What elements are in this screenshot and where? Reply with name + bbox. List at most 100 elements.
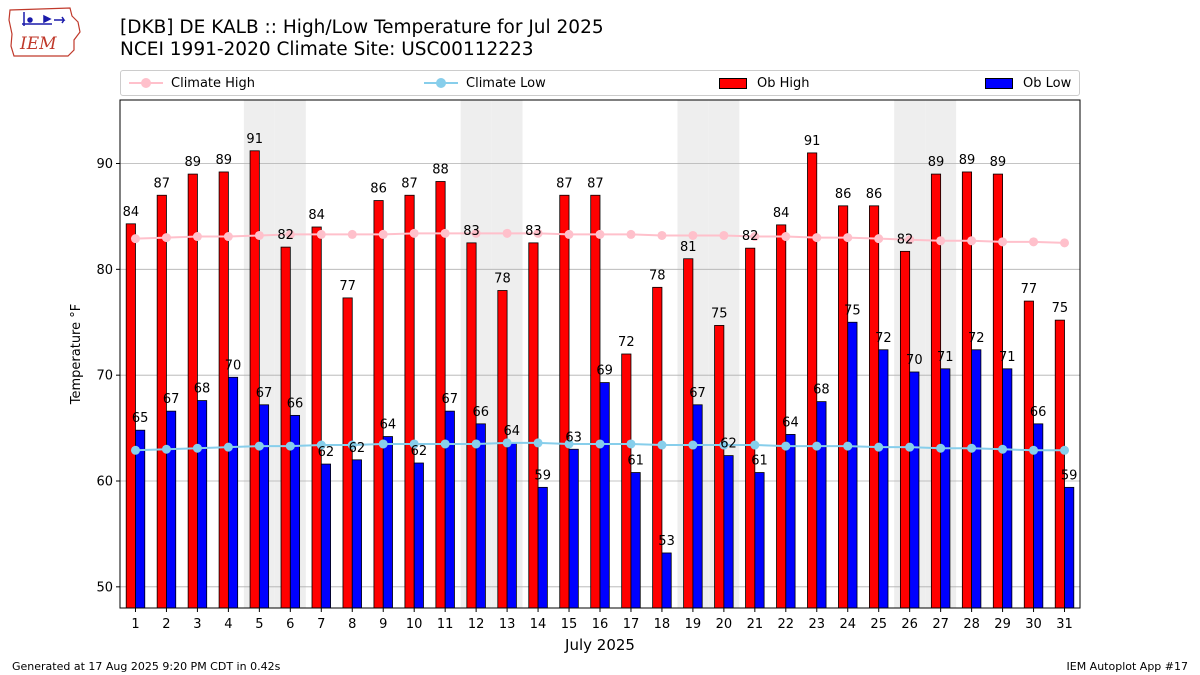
climate-low-point	[998, 444, 1008, 454]
y-tick-label: 60	[96, 475, 113, 490]
ob-low-label: 64	[782, 415, 799, 430]
ob-high-label: 87	[154, 176, 171, 191]
ob-high-label: 86	[835, 187, 852, 202]
climate-high-point	[812, 233, 822, 243]
climate-high-point	[564, 229, 574, 239]
climate-low-point	[1060, 445, 1070, 455]
x-tick-label: 4	[224, 617, 232, 632]
climate-low-point	[843, 441, 853, 451]
ob-low-bar	[785, 434, 796, 609]
climate-high-point	[1029, 237, 1039, 247]
climate-low-point	[688, 440, 698, 450]
legend-item-ob-low: Ob Low	[981, 71, 1071, 95]
ob-low-bar	[506, 442, 517, 609]
climate-low-point	[657, 440, 667, 450]
x-tick-label: 31	[1056, 617, 1073, 632]
y-tick-label: 70	[96, 369, 113, 384]
climate-high-point	[130, 234, 140, 244]
climate-low-point	[719, 440, 729, 450]
ob-high-bar	[466, 242, 477, 609]
climate-low-point	[967, 443, 977, 453]
climate-high-point	[843, 233, 853, 243]
ob-high-label: 87	[556, 176, 573, 191]
legend-item-climate-high: Climate High	[129, 71, 255, 95]
ob-low-label: 66	[287, 396, 304, 411]
ob-low-bar	[940, 368, 951, 609]
ob-low-bar	[227, 376, 239, 609]
climate-high-point	[254, 230, 264, 240]
ob-high-label: 89	[928, 155, 945, 170]
ob-low-label: 68	[194, 382, 211, 397]
ob-high-label: 83	[525, 224, 542, 239]
climate-low-point	[223, 442, 233, 452]
x-tick-label: 19	[685, 617, 702, 632]
climate-low-point	[285, 441, 295, 451]
climate-high-point	[657, 230, 667, 240]
climate-high-point	[626, 229, 636, 239]
ob-low-label: 72	[968, 331, 985, 346]
x-tick-label: 17	[623, 617, 640, 632]
ob-low-label: 67	[689, 386, 706, 401]
climate-low-swatch	[424, 76, 458, 90]
x-tick-label: 18	[654, 617, 671, 632]
climate-low-point	[750, 440, 760, 450]
ob-low-label: 67	[256, 386, 273, 401]
climate-high-swatch	[129, 76, 163, 90]
ob-low-bar	[630, 472, 641, 609]
climate-high-point	[223, 232, 233, 242]
climate-low-point	[781, 441, 791, 451]
ob-low-bar	[878, 349, 889, 609]
ob-low-label: 70	[225, 358, 242, 373]
ob-high-bar	[497, 290, 508, 609]
climate-high-point	[471, 228, 481, 238]
x-tick-label: 5	[255, 617, 263, 632]
ob-high-label: 84	[123, 205, 140, 220]
ob-low-label: 65	[132, 411, 149, 426]
climate-high-point	[192, 232, 202, 242]
ob-low-label: 68	[813, 383, 830, 398]
climate-high-point	[502, 228, 512, 238]
logo-text: IEM	[19, 34, 57, 54]
climate-low-point	[471, 439, 481, 449]
ob-low-label: 63	[565, 430, 582, 445]
ob-low-bar	[971, 349, 982, 609]
climate-low-point	[254, 441, 264, 451]
weather-station-icon	[22, 12, 66, 26]
ob-high-bar	[899, 250, 911, 609]
x-tick-label: 29	[994, 617, 1011, 632]
x-tick-label: 1	[131, 617, 139, 632]
climate-low-point	[533, 438, 543, 448]
ob-low-bar	[909, 371, 920, 609]
ob-low-bar	[1064, 486, 1075, 609]
x-tick-label: 14	[530, 617, 547, 632]
ob-low-bar	[413, 462, 424, 609]
ob-high-label: 81	[680, 240, 697, 255]
climate-high-point	[936, 236, 946, 246]
ob-low-swatch	[981, 76, 1015, 90]
x-tick-label: 15	[561, 617, 578, 632]
ob-low-bar	[847, 321, 858, 609]
x-tick-label: 16	[592, 617, 609, 632]
x-tick-label: 22	[778, 617, 795, 632]
climate-low-point	[812, 441, 822, 451]
x-tick-label: 2	[162, 617, 170, 632]
ob-low-label: 69	[596, 364, 613, 379]
ob-high-label: 89	[215, 153, 232, 168]
ob-high-label: 86	[866, 187, 883, 202]
ob-low-label: 53	[658, 534, 675, 549]
ob-low-bar	[568, 448, 579, 609]
ob-high-label: 87	[401, 176, 418, 191]
ob-low-label: 66	[1030, 405, 1047, 420]
ob-high-label: 84	[773, 206, 790, 221]
x-tick-label: 30	[1025, 617, 1042, 632]
ob-low-label: 72	[875, 331, 892, 346]
climate-low-point	[161, 444, 171, 454]
ob-low-bar	[320, 463, 331, 609]
ob-high-label: 75	[711, 306, 728, 321]
climate-high-point	[967, 236, 977, 246]
ob-low-bar	[135, 429, 146, 609]
ob-high-label: 91	[804, 134, 821, 149]
ob-low-bar	[537, 486, 548, 609]
climate-high-point	[998, 237, 1008, 247]
legend-label: Ob Low	[1023, 75, 1072, 91]
